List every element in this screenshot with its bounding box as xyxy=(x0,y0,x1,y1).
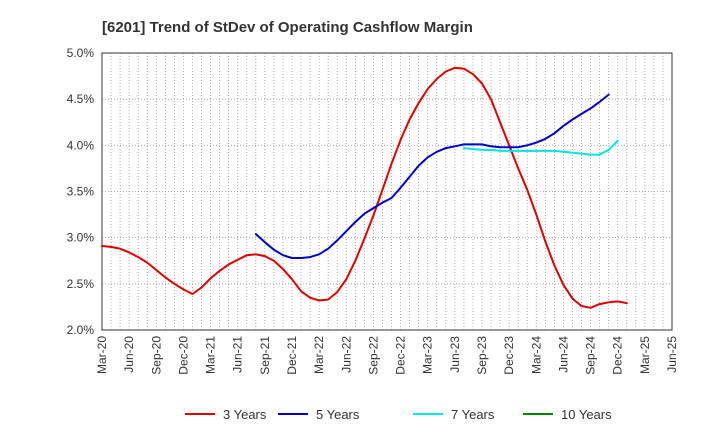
grid xyxy=(101,52,673,331)
x-tick-label: Sep-21 xyxy=(258,336,272,375)
x-tick-label: Mar-25 xyxy=(638,336,652,374)
legend-label-10-years: 10 Years xyxy=(561,407,612,422)
x-tick-label: Jun-20 xyxy=(122,336,136,373)
x-axis: Mar-20 Jun-20 Sep-20 Dec-20 Mar-21 Jun-21 Sep-… xyxy=(95,336,679,375)
x-tick-label: Sep-20 xyxy=(149,336,163,375)
x-tick-label: Dec-20 xyxy=(176,336,190,375)
chart-title: [6201] Trend of StDev of Operating Cashf… xyxy=(102,19,473,36)
y-tick-label: 2.5% xyxy=(67,277,95,291)
x-tick-label: Mar-23 xyxy=(421,336,435,374)
y-tick-label: 5.0% xyxy=(67,46,95,60)
series-line-3-years xyxy=(101,66,628,309)
x-tick-label: Dec-24 xyxy=(611,336,625,375)
y-tick-label: 4.5% xyxy=(67,92,95,106)
y-tick-label: 3.5% xyxy=(67,185,95,199)
x-tick-label: Mar-20 xyxy=(95,336,109,374)
x-tick-label: Sep-22 xyxy=(366,336,380,375)
x-tick-label: Dec-21 xyxy=(285,336,299,375)
x-tick-label: Jun-23 xyxy=(448,336,462,373)
y-tick-label: 4.0% xyxy=(67,138,95,152)
x-tick-label: Mar-21 xyxy=(204,336,218,374)
x-tick-label: Jun-24 xyxy=(556,336,570,373)
x-tick-label: Jun-25 xyxy=(665,336,679,373)
x-tick-label: Dec-22 xyxy=(394,336,408,375)
x-tick-label: Mar-24 xyxy=(529,336,543,374)
series-line-7-years xyxy=(462,139,619,156)
x-tick-label: Sep-24 xyxy=(584,336,598,375)
y-tick-label: 3.0% xyxy=(67,231,95,245)
x-tick-label: Jun-22 xyxy=(339,336,353,373)
legend-label-7-years: 7 Years xyxy=(451,407,495,422)
y-tick-label: 2.0% xyxy=(67,323,95,337)
x-tick-label: Jun-21 xyxy=(231,336,245,373)
series-line-5-years xyxy=(254,93,610,259)
legend: 3 Years 5 Years 7 Years 10 Years xyxy=(185,407,612,422)
x-tick-label: Mar-22 xyxy=(312,336,326,374)
y-axis: 2.0% 2.5% 3.0% 3.5% 4.0% 4.5% 5.0% xyxy=(67,46,95,337)
series-group xyxy=(101,66,628,309)
plot-frame xyxy=(101,52,673,331)
legend-label-5-years: 5 Years xyxy=(316,407,360,422)
x-tick-label: Dec-23 xyxy=(502,336,516,375)
x-tick-label: Sep-23 xyxy=(475,336,489,375)
legend-label-3-years: 3 Years xyxy=(223,407,267,422)
